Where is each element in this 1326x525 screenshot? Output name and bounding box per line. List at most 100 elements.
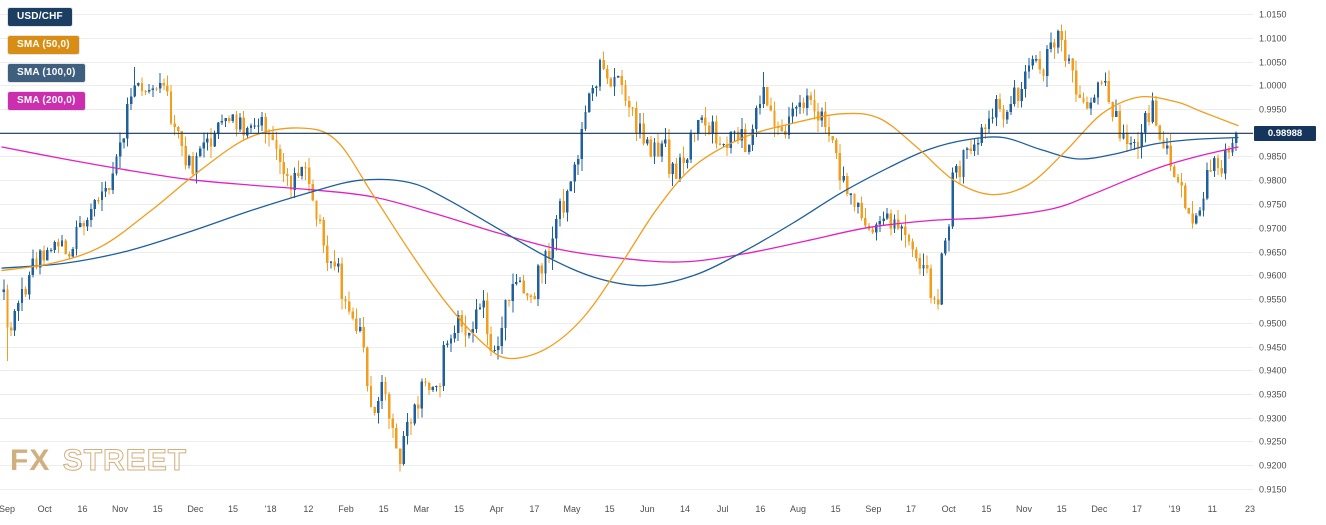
- candle-body: [438, 385, 442, 387]
- candle-body: [253, 125, 256, 127]
- x-axis-label: 17: [529, 504, 539, 514]
- candle-body: [333, 261, 336, 267]
- x-axis-label: 15: [228, 504, 238, 514]
- candle-body: [108, 188, 111, 190]
- candle-body: [907, 235, 911, 242]
- sma100-line: [1, 136, 1239, 287]
- candle-body: [1136, 142, 1140, 148]
- candle-body: [558, 200, 562, 220]
- candle-body: [507, 299, 511, 302]
- candle-body: [217, 122, 220, 135]
- candle-body: [213, 134, 216, 147]
- candle-body: [915, 249, 918, 259]
- candle-body: [864, 218, 867, 226]
- candle-body: [195, 155, 198, 174]
- candle-body: [489, 333, 493, 352]
- candle-body: [384, 381, 387, 395]
- y-axis-label: 0.9200: [1259, 461, 1287, 471]
- x-axis-label: 12: [303, 504, 313, 514]
- candle-body: [584, 111, 587, 130]
- y-axis-label: 0.9850: [1259, 152, 1287, 162]
- candle-body: [1140, 132, 1143, 148]
- candle-body: [991, 117, 994, 119]
- candle-body: [736, 131, 740, 141]
- candle-body: [744, 128, 747, 152]
- candle-body: [118, 142, 122, 157]
- candle-body: [2, 289, 6, 293]
- candle-body: [958, 166, 962, 177]
- candle-body: [522, 280, 525, 294]
- candle-body: [427, 383, 431, 390]
- candle-body: [711, 121, 714, 135]
- candle-body: [595, 86, 598, 89]
- candle-body: [1064, 40, 1067, 61]
- candle-body: [1071, 58, 1074, 71]
- candle-body: [24, 289, 27, 295]
- candle-body: [627, 101, 631, 108]
- candle-body: [238, 117, 242, 130]
- x-axis-label: 15: [831, 504, 841, 514]
- candle-body: [17, 303, 20, 312]
- candle-body: [824, 111, 827, 128]
- legend-item-sma100[interactable]: SMA (100,0): [8, 64, 85, 82]
- candle-body: [1144, 113, 1147, 133]
- candle-body: [406, 421, 409, 436]
- candle-body: [1187, 207, 1191, 214]
- candle-body: [1060, 30, 1063, 41]
- candle-body: [646, 139, 649, 144]
- candle-body: [965, 148, 969, 151]
- x-axis-label: May: [563, 504, 581, 514]
- candle-body: [758, 103, 762, 108]
- candle-body: [347, 301, 351, 312]
- candle-body: [1125, 132, 1129, 145]
- candle-body: [457, 314, 460, 333]
- candle-body: [133, 85, 136, 97]
- candle-body: [188, 156, 191, 166]
- candle-body: [424, 381, 427, 384]
- y-axis-label: 0.9600: [1259, 271, 1287, 281]
- candle-body: [355, 318, 358, 331]
- candle-body: [769, 105, 773, 111]
- candle-body: [1147, 113, 1151, 122]
- y-axis-label: 0.9150: [1259, 485, 1287, 495]
- candle-body: [228, 118, 231, 121]
- candle-body: [1205, 170, 1209, 199]
- y-axis-label: 0.9750: [1259, 200, 1287, 210]
- candle-body: [518, 280, 522, 282]
- candle-body: [1042, 69, 1045, 77]
- candle-body: [278, 148, 282, 163]
- sma50-line: [1, 95, 1239, 360]
- candle-body: [97, 200, 100, 202]
- candle-body: [998, 99, 1002, 109]
- candle-body: [569, 181, 573, 192]
- candle-body: [1056, 30, 1060, 48]
- candle-body: [838, 152, 842, 181]
- candle-body: [282, 162, 285, 174]
- candle-body: [82, 223, 85, 227]
- candle-body: [540, 265, 544, 274]
- candle-body: [78, 223, 82, 227]
- y-axis-label: 1.0000: [1259, 81, 1287, 91]
- legend-item-symbol[interactable]: USD/CHF: [8, 8, 72, 26]
- y-axis-label: 1.0050: [1259, 58, 1287, 68]
- x-axis-label: 15: [1057, 504, 1067, 514]
- candle-body: [537, 265, 540, 299]
- candle-body: [1045, 48, 1049, 77]
- candle-body: [395, 427, 398, 449]
- y-axis-label: 0.9800: [1259, 176, 1287, 186]
- candle-body: [1067, 58, 1071, 61]
- legend-item-sma50[interactable]: SMA (50,0): [8, 36, 79, 54]
- candle-body: [1115, 111, 1118, 117]
- candle-body: [526, 293, 529, 296]
- candle-body: [802, 102, 805, 108]
- candle-body: [246, 127, 249, 136]
- candle-body: [151, 88, 155, 91]
- candle-body: [1209, 170, 1212, 172]
- candle-body: [962, 150, 965, 177]
- y-axis-label: 1.0150: [1259, 10, 1287, 20]
- y-axis-label: 0.9950: [1259, 105, 1287, 115]
- legend-item-sma200[interactable]: SMA (200,0): [8, 92, 85, 110]
- candle-body: [500, 328, 504, 347]
- candle-body: [391, 418, 394, 428]
